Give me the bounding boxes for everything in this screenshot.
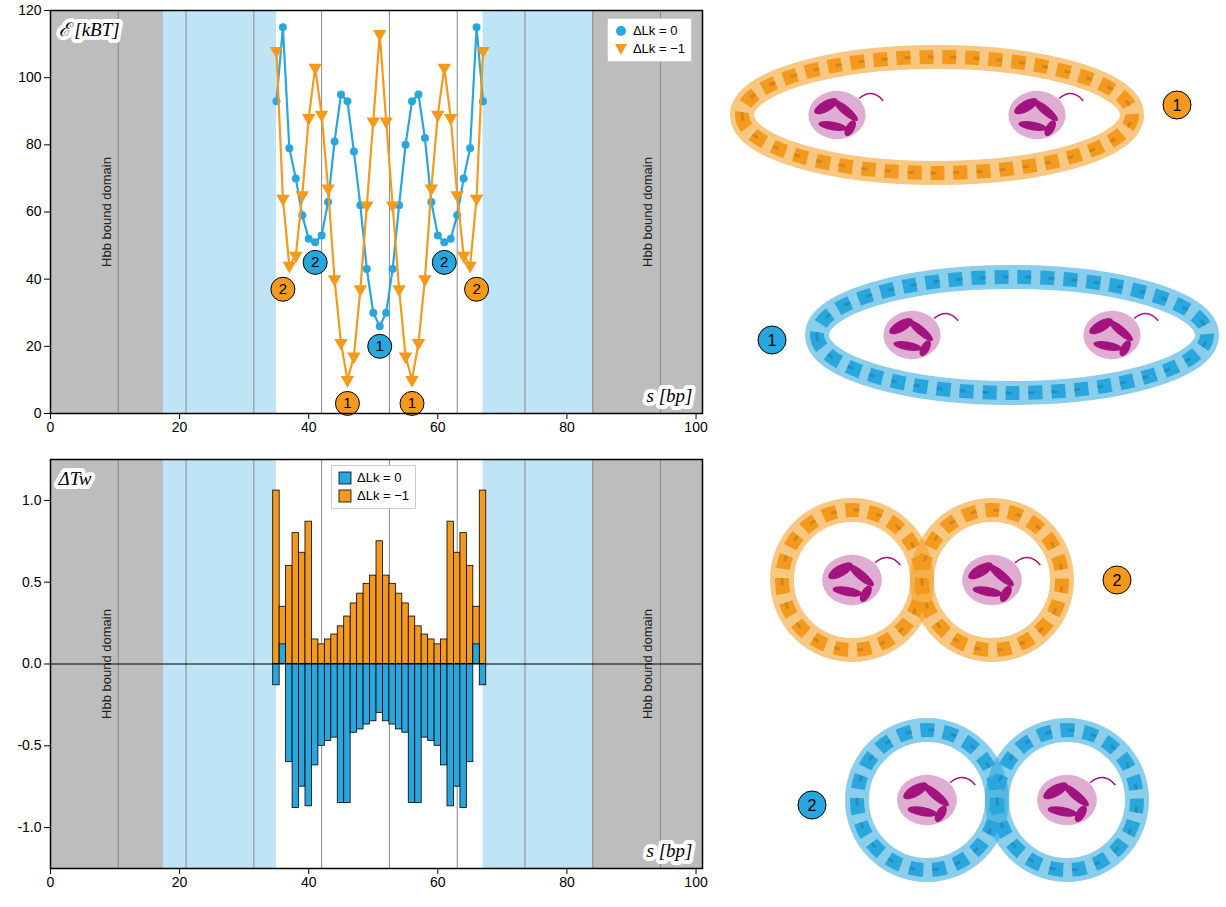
html-text:ΔLk = −1: ΔLk = −1 (357, 488, 410, 503)
svg-text:0.5: 0.5 (22, 574, 42, 590)
svg-text:0: 0 (34, 405, 42, 421)
svg-text:0: 0 (47, 419, 55, 435)
svg-text:-0.5: -0.5 (17, 737, 41, 753)
svg-text:1: 1 (376, 337, 384, 354)
svg-text:2: 2 (311, 253, 319, 270)
svg-text:Hbb bound domain: Hbb bound domain (639, 609, 655, 719)
svg-text:2: 2 (1113, 572, 1122, 589)
svg-text:20: 20 (172, 874, 188, 890)
html-text:ΔLk = 0: ΔLk = 0 (632, 23, 678, 38)
svg-text:1: 1 (343, 394, 351, 411)
svg-text:60: 60 (26, 203, 42, 219)
svg-text:ℰ [kBT]: ℰ [kBT] (59, 19, 120, 40)
svg-text:120: 120 (18, 2, 42, 18)
html-text:ΔLk = −1: ΔLk = −1 (632, 41, 685, 56)
svg-text:-1.0: -1.0 (17, 819, 41, 835)
svg-text:100: 100 (684, 874, 708, 890)
svg-text:2: 2 (440, 253, 448, 270)
svg-text:80: 80 (559, 874, 575, 890)
svg-text:80: 80 (559, 419, 575, 435)
html-text:ΔLk = 0: ΔLk = 0 (357, 470, 402, 485)
svg-text:1.0: 1.0 (22, 492, 42, 508)
svg-text:20: 20 (26, 338, 42, 354)
svg-text:40: 40 (26, 271, 42, 287)
svg-text:Hbb bound domain: Hbb bound domain (99, 157, 114, 267)
svg-text:60: 60 (430, 419, 446, 435)
svg-text:2: 2 (279, 280, 287, 297)
svg-text:20: 20 (172, 419, 188, 435)
svg-text:1: 1 (1173, 97, 1182, 114)
svg-text:s [bp]: s [bp] (647, 385, 693, 406)
svg-text:0: 0 (47, 874, 55, 890)
svg-text:Hbb bound domain: Hbb bound domain (640, 157, 655, 267)
svg-text:80: 80 (26, 136, 42, 152)
svg-text:100: 100 (18, 69, 42, 85)
svg-text:0.0: 0.0 (22, 655, 42, 671)
svg-text:2: 2 (808, 797, 817, 814)
svg-text:1: 1 (768, 332, 777, 349)
svg-text:40: 40 (301, 419, 317, 435)
svg-text:1: 1 (408, 394, 416, 411)
svg-text:2: 2 (472, 280, 480, 297)
svg-text:40: 40 (301, 874, 317, 890)
svg-text:s [bp]: s [bp] (647, 840, 693, 861)
svg-text:Hbb bound domain: Hbb bound domain (99, 609, 115, 719)
svg-text:100: 100 (684, 419, 708, 435)
svg-text:ΔTw: ΔTw (58, 468, 92, 489)
svg-text:60: 60 (430, 874, 446, 890)
